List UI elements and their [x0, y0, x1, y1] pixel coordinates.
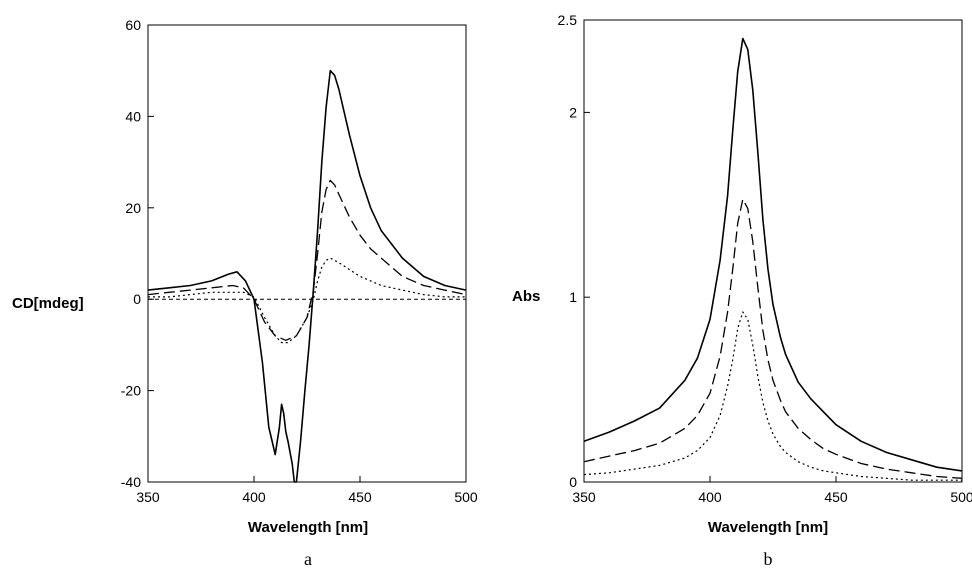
- cd-y-axis-title: CD[mdeg]: [12, 295, 84, 312]
- x-tick-label: 350: [136, 489, 160, 505]
- y-tick-label: 0: [569, 474, 577, 490]
- abs-y-axis-title: Abs: [512, 288, 540, 305]
- x-tick-label: 450: [348, 489, 372, 505]
- abs-x-ticks: 350 400 450 500: [572, 476, 972, 505]
- x-tick-label: 500: [454, 489, 478, 505]
- x-tick-label: 400: [242, 489, 266, 505]
- y-tick-label: 0: [133, 291, 141, 307]
- series-line-2-long-dash: [147, 179, 467, 341]
- panel-label-a: a: [304, 549, 312, 569]
- y-tick-label: -40: [121, 474, 141, 490]
- y-tick-label: -20: [121, 383, 141, 399]
- cd-plot-frame: [147, 24, 467, 483]
- cd-spectrum-panel: -40 -20 0 20 40 60 350 400 450 500 CD[mdeg] Wave…: [12, 17, 478, 569]
- abs-plot-frame: [583, 19, 963, 483]
- y-tick-label: 20: [125, 200, 141, 216]
- x-tick-label: 350: [572, 489, 596, 505]
- series-line-3-dotted: [583, 311, 962, 481]
- cd-x-axis-title: Wavelength [nm]: [248, 519, 368, 536]
- abs-series-group: [583, 37, 963, 481]
- cd-y-ticks: -40 -20 0 20 40 60: [121, 17, 154, 490]
- panel-label-b: b: [764, 549, 773, 569]
- abs-y-ticks: 0 1 2 2.5: [558, 12, 590, 490]
- series-line-1-solid: [583, 37, 963, 472]
- y-tick-label: 40: [125, 108, 141, 124]
- x-tick-label: 400: [698, 489, 722, 505]
- series-line-1-solid: [147, 69, 467, 483]
- abs-x-axis-title: Wavelength [nm]: [708, 519, 828, 536]
- y-tick-label: 60: [125, 17, 141, 33]
- x-tick-label: 500: [950, 489, 972, 505]
- y-tick-label: 2: [569, 104, 577, 120]
- cd-x-ticks: 350 400 450 500: [136, 476, 478, 505]
- series-line-3-dotted: [148, 257, 466, 344]
- y-tick-label: 1: [569, 289, 577, 305]
- y-tick-label: 2.5: [558, 12, 578, 28]
- cd-series-group: [147, 69, 467, 483]
- x-tick-label: 450: [824, 489, 848, 505]
- series-line-2-long-dash: [583, 198, 963, 479]
